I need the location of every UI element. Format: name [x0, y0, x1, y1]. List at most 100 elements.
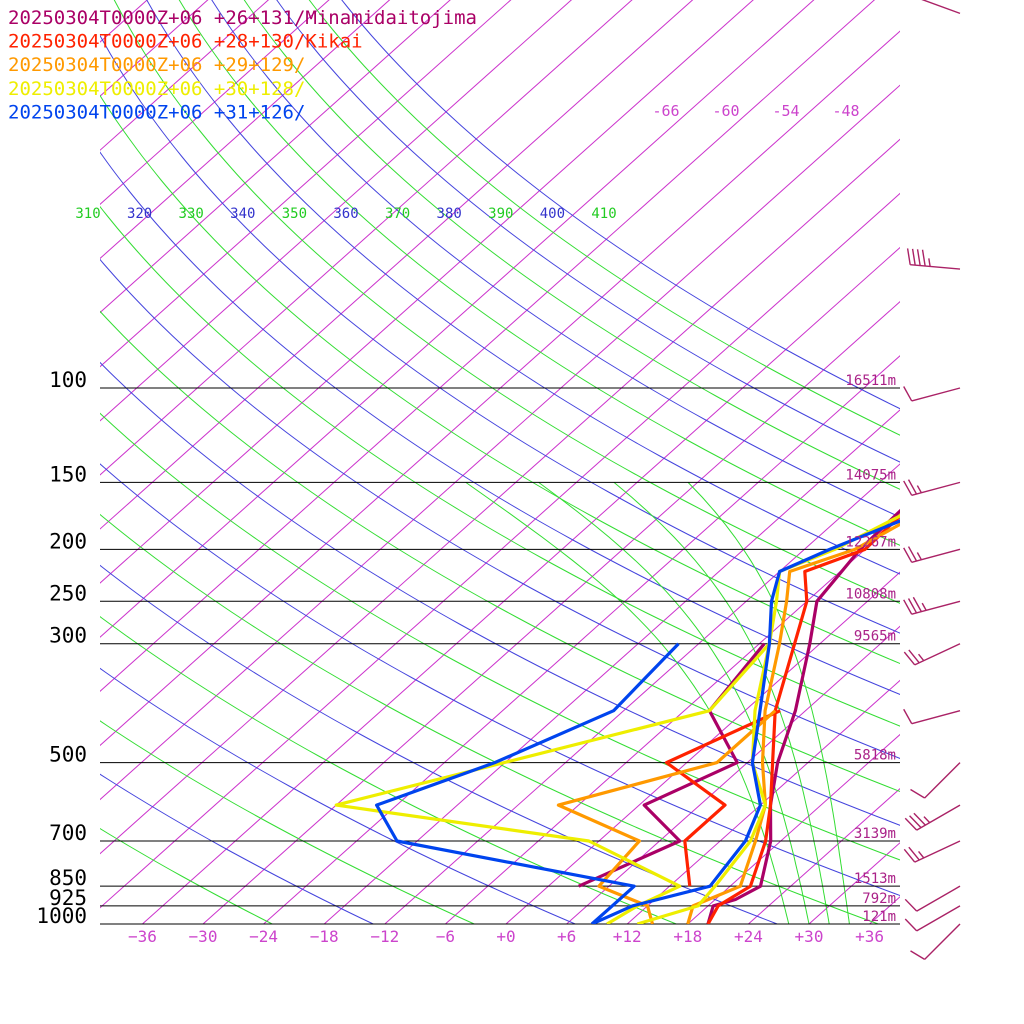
- isotherm-line: [100, 0, 876, 692]
- dry-adiabat-line: [100, 34, 900, 634]
- theta-label: 310: [75, 206, 100, 222]
- dry-adiabat-line: [100, 720, 475, 924]
- wind-barb-flag: [910, 950, 926, 960]
- isotherm-line: [100, 0, 694, 530]
- height-labels: 16511m 14075m 12267m 10808m 9565m 5818m 3139m 1…: [845, 373, 896, 925]
- theta-label: 380: [437, 206, 462, 222]
- wind-barb-staff: [916, 905, 961, 932]
- wind-barb-staff: [911, 481, 961, 497]
- wind-barb-flag: [903, 848, 916, 863]
- wind-barb-half-flag: [918, 851, 925, 859]
- wind-barb: [903, 840, 961, 863]
- wind-barb-staff: [916, 804, 961, 831]
- theta-labels: 310 320 330 340 350 360 370 380 390 400 410: [75, 206, 616, 222]
- wind-barb-half-flag: [918, 653, 925, 662]
- wind-barb-flag: [910, 788, 926, 799]
- pressure-label: 1000: [36, 904, 87, 928]
- wind-barb-staff: [924, 762, 961, 799]
- pressure-label: 200: [49, 529, 87, 553]
- temperature-tick-label: −6: [436, 927, 455, 946]
- height-label: 14075m: [845, 467, 896, 483]
- dry-adiabat-line: [341, 0, 900, 410]
- pressure-label: 700: [49, 821, 87, 845]
- theta-label: 330: [179, 206, 204, 222]
- pressure-label: 850: [49, 866, 87, 890]
- height-label: 1513m: [854, 871, 896, 887]
- wind-barb-flag: [903, 386, 913, 402]
- temperature-tick-label: +12: [613, 927, 642, 946]
- dry-adiabat-line: [100, 412, 900, 861]
- mixing-ratio-labels: -66 -60 -54 -48: [652, 102, 859, 120]
- isotherm-line: [100, 0, 754, 584]
- isotherm-line: [100, 0, 391, 260]
- theta-label: 320: [127, 206, 152, 222]
- legend: 20250304T0000Z+06 +26+131/Minamidaitojim…: [8, 7, 477, 123]
- wind-barb-flag: [904, 817, 918, 831]
- wind-barb-flag: [908, 846, 920, 861]
- temperature-profile-line: [686, 522, 900, 924]
- dry-adiabat-line: [100, 151, 900, 696]
- temperature-tick-label: +30: [795, 927, 824, 946]
- temperature-tick-label: −12: [370, 927, 399, 946]
- wind-barb-flag: [903, 480, 913, 496]
- moist-adiabat-line: [465, 481, 790, 924]
- wind-barb: [910, 923, 961, 960]
- isotherm-line: [748, 787, 900, 924]
- wind-barb-flag: [911, 248, 916, 266]
- height-label: 3139m: [854, 826, 896, 842]
- wind-barb: [904, 804, 961, 831]
- isotherm-line: [100, 0, 815, 638]
- wind-barb-flag: [903, 547, 913, 563]
- wind-barb-staff: [916, 885, 961, 912]
- dry-adiabat-line: [276, 0, 900, 463]
- isotherm-line: [100, 0, 451, 314]
- theta-label: 410: [591, 206, 616, 222]
- wind-barb-staff: [911, 548, 961, 563]
- wind-barb: [904, 905, 961, 932]
- wind-barb: [903, 643, 961, 666]
- wind-barbs: [903, 0, 961, 960]
- isotherm-line: [263, 355, 900, 924]
- moist-adiabat-line: [613, 482, 830, 924]
- height-label: 9565m: [854, 629, 896, 645]
- legend-entry: 20250304T0000Z+06 +30+128/: [8, 78, 305, 100]
- isotherm-line: [687, 733, 900, 924]
- theta-label: 370: [385, 206, 410, 222]
- legend-entry: 20250304T0000Z+06 +28+130/Kikai: [8, 31, 363, 53]
- temperature-tick-label: +36: [855, 927, 884, 946]
- wind-barb-flag: [904, 918, 918, 932]
- mixing-ratio-label: -66: [652, 102, 679, 120]
- sounding-profiles: [334, 508, 900, 924]
- wind-barb-flag: [907, 546, 918, 562]
- wind-barb-flag: [903, 708, 913, 724]
- dry-adiabat-line: [100, 616, 677, 924]
- wind-barb-flag: [907, 479, 918, 495]
- temperature-profile-line: [591, 519, 900, 924]
- dry-adiabat-line: [100, 667, 576, 924]
- wind-barb-flag: [906, 248, 911, 265]
- temperature-profile-line: [706, 513, 900, 924]
- dry-adiabat-line: [113, 0, 900, 604]
- dewpoint-profile-line: [664, 709, 781, 887]
- dry-adiabat-line: [100, 564, 778, 924]
- isotherm-line: [100, 0, 633, 476]
- pressure-label: 500: [49, 743, 87, 767]
- wind-barb: [903, 479, 961, 497]
- wind-barb-staff: [911, 710, 961, 725]
- isotherm-line: [505, 571, 900, 924]
- temperature-tick-label: −30: [189, 927, 218, 946]
- wind-barb-half-flag: [916, 485, 922, 494]
- mixing-ratio-label: -54: [772, 102, 799, 120]
- temperature-ticks: −36 −30 −24 −18 −12 −6 +0 +6 +12 +18 +24 +30 +36: [128, 927, 884, 946]
- temperature-tick-label: +6: [557, 927, 576, 946]
- wind-barb-half-flag: [921, 602, 927, 611]
- wind-barb-flag: [909, 815, 922, 829]
- height-label: 121m: [862, 909, 896, 925]
- mixing-ratio-label: -60: [712, 102, 739, 120]
- dry-adiabat-line: [100, 361, 900, 826]
- pressure-label: 150: [49, 462, 87, 486]
- wind-barb-flag: [908, 649, 920, 664]
- wind-barb-staff: [921, 0, 961, 15]
- dry-adiabat-line: [243, 0, 900, 490]
